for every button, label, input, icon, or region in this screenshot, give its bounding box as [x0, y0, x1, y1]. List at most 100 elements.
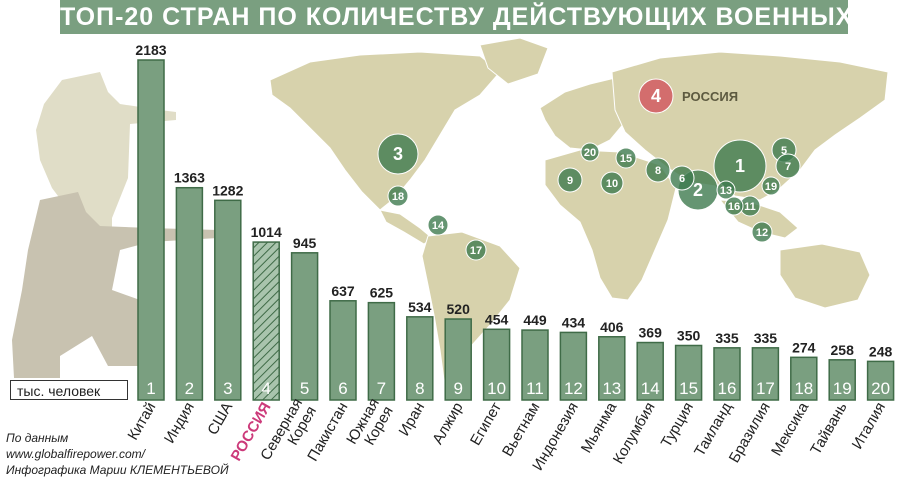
- data-label-2: 1363: [174, 170, 205, 186]
- map-central-america: [379, 209, 433, 245]
- title-banner: [60, 0, 848, 34]
- map-marker-15: [615, 147, 637, 169]
- map-marker-label-18: 18: [392, 191, 404, 203]
- bar-19: [828, 359, 856, 401]
- map-marker-label-7: 7: [785, 161, 791, 173]
- map-marker-label-4: 4: [651, 86, 661, 106]
- data-label-20: 248: [869, 343, 893, 359]
- category-label-10: Египет: [467, 399, 505, 448]
- bar-2: [175, 186, 204, 401]
- map-marker-3: [377, 133, 419, 175]
- data-label-16: 335: [715, 330, 739, 346]
- category-label-20: Италия: [849, 400, 889, 453]
- data-label-15: 350: [677, 327, 701, 343]
- rank-label-2: 2: [185, 379, 194, 398]
- category-label-19: Тайвань: [807, 399, 851, 457]
- category-label-8: Иран: [396, 400, 429, 439]
- rank-label-10: 10: [487, 379, 506, 398]
- map-marker-6: [669, 165, 695, 191]
- rank-label-12: 12: [564, 379, 583, 398]
- data-label-3: 1282: [212, 182, 243, 198]
- category-label-18: Мексика: [768, 399, 812, 459]
- map-marker-label-5: 5: [781, 145, 787, 157]
- rank-label-13: 13: [602, 379, 621, 398]
- bar-11: [521, 329, 549, 401]
- map-greenland: [479, 37, 549, 85]
- rank-label-7: 7: [377, 379, 386, 398]
- map-marker-label-2: 2: [693, 180, 703, 200]
- data-label-8: 534: [408, 299, 432, 315]
- map-marker-label-15: 15: [620, 153, 632, 165]
- rank-label-20: 20: [871, 379, 890, 398]
- bar-17: [751, 347, 780, 401]
- map-marker-label-1: 1: [735, 156, 745, 176]
- bar-7: [367, 301, 396, 401]
- rank-label-8: 8: [415, 379, 424, 398]
- data-label-7: 625: [370, 285, 394, 301]
- map-marker-10: [600, 171, 624, 195]
- bar-16: [713, 347, 741, 401]
- rank-label-15: 15: [679, 379, 698, 398]
- rank-label-16: 16: [718, 379, 737, 398]
- map-marker-label-12: 12: [756, 227, 768, 239]
- map-marker-label-10: 10: [606, 178, 618, 190]
- rank-label-3: 3: [223, 379, 232, 398]
- chart-title: ТОП-20 СТРАН ПО КОЛИЧЕСТВУ ДЕЙСТВУЮЩИХ В…: [60, 3, 854, 31]
- bar-13: [598, 336, 626, 401]
- data-label-1: 2183: [135, 42, 166, 58]
- map-marker-label-3: 3: [393, 144, 403, 164]
- bar-9: [444, 318, 472, 401]
- data-label-5: 945: [293, 235, 317, 251]
- data-label-14: 369: [639, 325, 663, 341]
- rank-label-1: 1: [146, 379, 155, 398]
- map-europe: [539, 77, 631, 151]
- map-marker-7: [775, 153, 801, 179]
- map-marker-12: [751, 221, 773, 243]
- rank-label-14: 14: [641, 379, 660, 398]
- rank-label-11: 11: [526, 379, 544, 398]
- map-marker-20: [580, 142, 600, 162]
- data-label-19: 258: [831, 342, 855, 358]
- rank-label-17: 17: [756, 379, 775, 398]
- map-marker-16: [724, 196, 744, 216]
- bar-3: [214, 199, 242, 401]
- rank-label-9: 9: [453, 379, 462, 398]
- map-marker-label-17: 17: [470, 245, 482, 257]
- rank-label-6: 6: [338, 379, 347, 398]
- data-label-17: 335: [754, 330, 778, 346]
- map-marker-17: [465, 239, 487, 261]
- bar-20: [866, 360, 895, 401]
- rank-label-19: 19: [833, 379, 852, 398]
- bar-8: [406, 316, 434, 401]
- map-marker-18: [387, 185, 409, 207]
- rank-label-5: 5: [300, 379, 309, 398]
- bar-1: [137, 59, 165, 401]
- bar-18: [790, 356, 818, 401]
- map-marker-name-russia: РОССИЯ: [682, 89, 738, 104]
- map-marker-1: [713, 139, 767, 193]
- bar-6: [329, 300, 357, 401]
- source-line-3: Инфографика Марии КЛЕМЕНТЬЕВОЙ: [6, 463, 229, 477]
- data-label-4: 1014: [251, 224, 282, 240]
- map-marker-4: [638, 78, 674, 114]
- category-label-7: ЮжнаяКорея: [343, 396, 397, 456]
- bar-15: [674, 344, 703, 401]
- map-marker-label-16: 16: [728, 201, 740, 213]
- map-marker-label-11: 11: [744, 201, 756, 213]
- data-label-6: 637: [331, 283, 355, 299]
- rank-label-4: 4: [261, 379, 270, 398]
- bar-5: [290, 252, 319, 401]
- bar-4: [252, 241, 280, 401]
- map-australia: [779, 243, 871, 309]
- map-marker-label-19: 19: [765, 181, 777, 193]
- map-marker-label-14: 14: [432, 220, 445, 232]
- map-marker-label-8: 8: [655, 165, 661, 177]
- data-label-10: 454: [485, 311, 509, 327]
- unit-label: тыс. человек: [10, 380, 128, 400]
- map-marker-label-20: 20: [584, 147, 596, 159]
- rank-label-18: 18: [794, 379, 813, 398]
- source-line-1: По данным: [6, 431, 69, 445]
- source-credit: По данным www.globalfirepower.com/ Инфог…: [6, 430, 229, 478]
